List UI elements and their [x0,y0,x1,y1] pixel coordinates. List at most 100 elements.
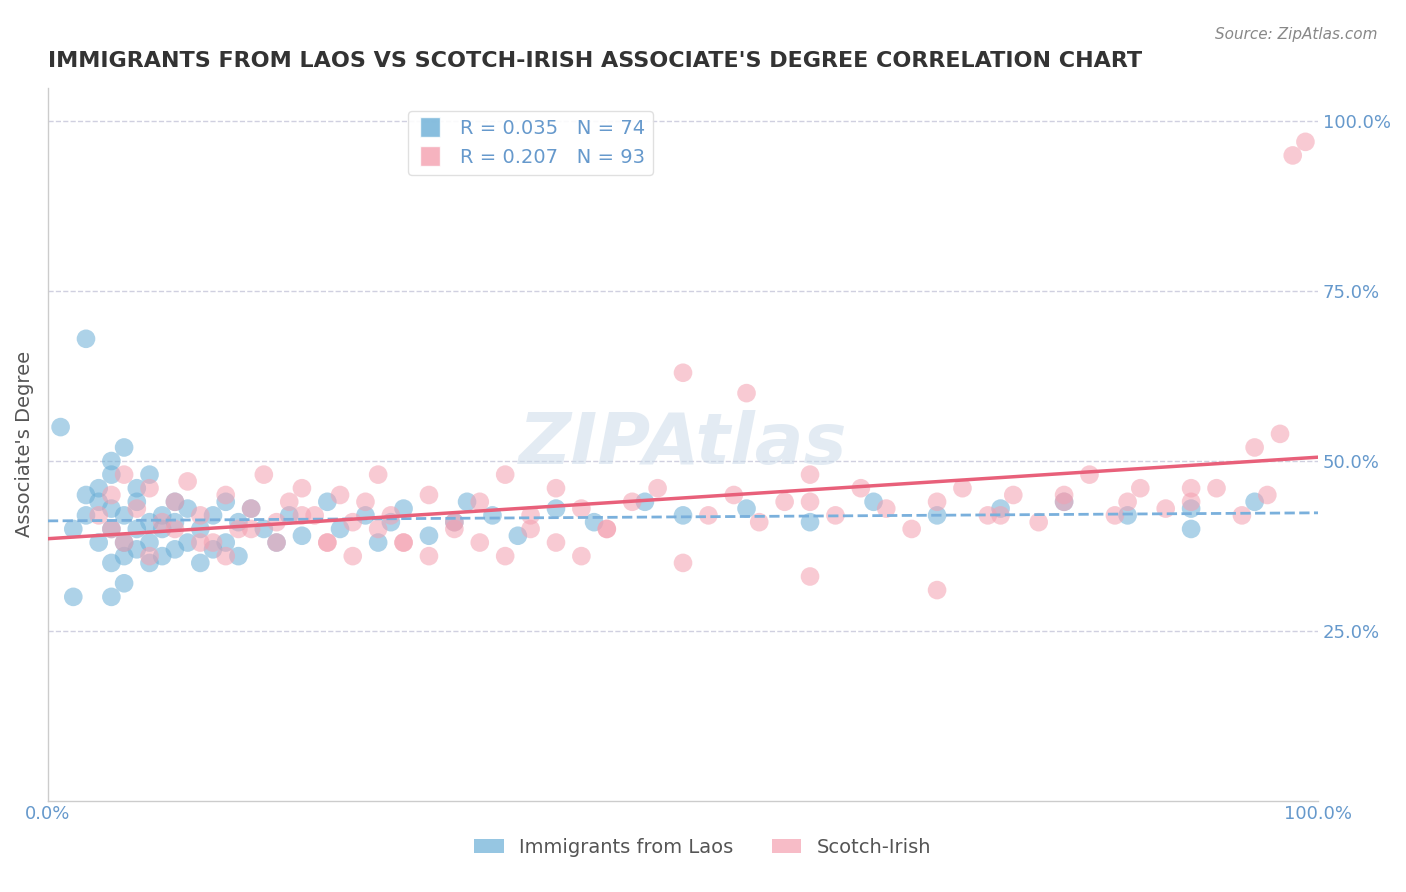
Point [228,522,250,536]
Point [329,522,352,536]
Point [1256,488,1278,502]
Point [87,535,110,549]
Point [900,522,922,536]
Point [418,488,440,502]
Point [278,508,301,523]
Point [748,515,770,529]
Point [150,515,173,529]
Point [1243,495,1265,509]
Point [100,522,122,536]
Point [188,535,211,549]
Text: IMMIGRANTS FROM LAOS VS SCOTCH-IRISH ASSOCIATE'S DEGREE CORRELATION CHART: IMMIGRANTS FROM LAOS VS SCOTCH-IRISH ASS… [48,51,1142,70]
Point [1053,495,1076,509]
Text: Source: ZipAtlas.com: Source: ZipAtlas.com [1215,27,1378,42]
Point [188,556,211,570]
Point [354,508,377,523]
Point [215,488,238,502]
Point [62,522,84,536]
Point [380,515,402,529]
Point [100,522,122,536]
Point [672,508,695,523]
Point [112,549,135,563]
Legend: R = 0.035   N = 74, R = 0.207   N = 93: R = 0.035 N = 74, R = 0.207 N = 93 [408,112,654,175]
Point [125,542,148,557]
Point [138,556,160,570]
Point [176,475,198,489]
Point [215,549,238,563]
Point [367,522,389,536]
Point [112,441,135,455]
Point [75,508,97,523]
Point [925,508,948,523]
Point [125,501,148,516]
Point [1116,508,1139,523]
Point [849,481,872,495]
Point [150,549,173,563]
Y-axis label: Associate's Degree: Associate's Degree [15,351,34,537]
Point [150,522,173,536]
Point [977,508,1000,523]
Point [202,508,225,523]
Point [100,467,122,482]
Point [75,332,97,346]
Point [672,556,695,570]
Point [1078,467,1101,482]
Point [634,495,657,509]
Point [112,535,135,549]
Point [1053,488,1076,502]
Point [418,529,440,543]
Point [544,535,567,549]
Point [188,522,211,536]
Point [253,522,276,536]
Point [215,495,238,509]
Point [342,515,364,529]
Point [519,522,541,536]
Text: ZIPAtlas: ZIPAtlas [519,409,848,479]
Point [494,467,516,482]
Point [494,549,516,563]
Point [138,481,160,495]
Point [380,508,402,523]
Point [367,467,389,482]
Point [112,535,135,549]
Point [240,522,263,536]
Point [112,467,135,482]
Point [100,454,122,468]
Point [519,508,541,523]
Point [1180,481,1202,495]
Point [544,481,567,495]
Point [329,488,352,502]
Point [291,481,314,495]
Point [1154,501,1177,516]
Point [202,542,225,557]
Point [49,420,72,434]
Point [100,556,122,570]
Point [596,522,619,536]
Point [799,495,821,509]
Point [621,495,644,509]
Point [138,549,160,563]
Point [506,529,529,543]
Point [266,515,288,529]
Point [291,508,314,523]
Point [1294,135,1316,149]
Point [1205,481,1227,495]
Point [925,495,948,509]
Point [240,501,263,516]
Point [799,467,821,482]
Point [1180,495,1202,509]
Point [304,508,326,523]
Point [62,590,84,604]
Point [240,501,263,516]
Point [862,495,884,509]
Point [316,535,339,549]
Point [952,481,974,495]
Point [1053,495,1076,509]
Point [392,501,415,516]
Point [481,508,503,523]
Point [125,522,148,536]
Point [291,529,314,543]
Point [100,501,122,516]
Point [253,467,276,482]
Point [228,549,250,563]
